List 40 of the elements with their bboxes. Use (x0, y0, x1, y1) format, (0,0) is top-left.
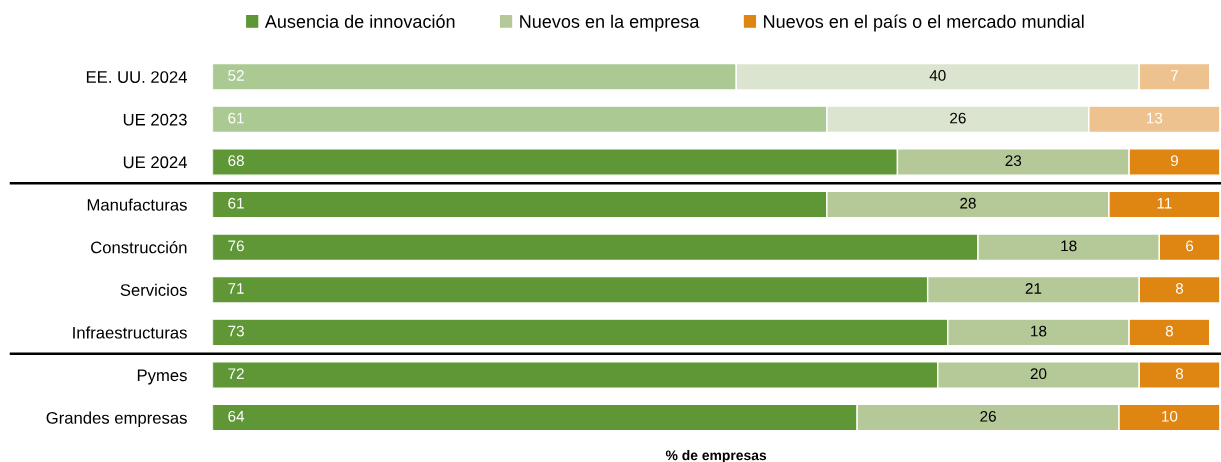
data-label: 28 (960, 197, 976, 209)
y-tick-label: Servicios (120, 283, 187, 296)
data-label: 40 (929, 70, 946, 81)
legend-label: Nuevos en la empresa (520, 14, 700, 32)
y-tick-label: Construcción (91, 240, 187, 254)
data-label: 6 (1186, 240, 1194, 252)
legend-label: Nuevos en el país o el mercado mundial (764, 14, 1084, 32)
y-tick-label: EE. UU. 2024 (86, 71, 187, 83)
data-label: 11 (1157, 198, 1172, 209)
data-label: 76 (228, 240, 244, 252)
data-label: 68 (228, 155, 244, 167)
y-tick-label: UE 2024 (123, 156, 187, 169)
y-tick-label: UE 2023 (123, 113, 187, 126)
data-label: 52 (228, 70, 244, 81)
data-label: 61 (228, 197, 244, 209)
y-tick-label: Pymes (137, 369, 187, 385)
data-label: 13 (1146, 112, 1163, 124)
y-tick-label: Manufacturas (87, 198, 187, 211)
data-label: 9 (1170, 155, 1178, 167)
data-label: 18 (1061, 240, 1077, 252)
data-label: 18 (1031, 325, 1047, 337)
data-label: 71 (228, 283, 244, 294)
data-label: 7 (1170, 70, 1178, 81)
legend-label: Ausencia de innovación (264, 14, 455, 28)
data-label: 8 (1165, 325, 1173, 337)
y-tick-label: Infraestructuras (73, 326, 187, 339)
y-tick-label: Grandes empresas (46, 411, 187, 428)
data-label: 8 (1175, 368, 1184, 380)
data-label: 23 (1005, 155, 1022, 167)
data-label: 61 (228, 112, 244, 124)
data-label: 73 (228, 325, 244, 337)
data-label: 26 (950, 112, 966, 124)
data-label: 64 (228, 410, 245, 422)
data-label: 8 (1175, 283, 1184, 294)
x-axis-title: % de empresas (665, 450, 767, 462)
data-label: 72 (228, 368, 244, 379)
data-label: 26 (980, 410, 996, 422)
data-label: 10 (1162, 410, 1178, 422)
data-label: 21 (1025, 283, 1042, 294)
data-label: 20 (1030, 368, 1047, 380)
